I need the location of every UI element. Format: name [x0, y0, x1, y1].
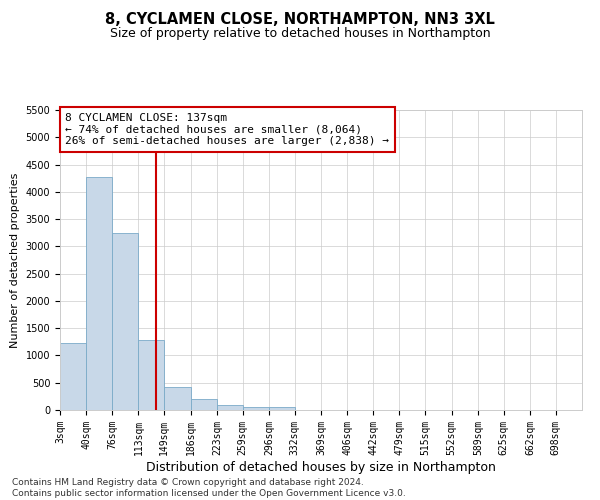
- Bar: [242, 406, 269, 410]
- Bar: [164, 386, 191, 410]
- Bar: [139, 340, 164, 410]
- Bar: [191, 399, 217, 410]
- Bar: [86, 176, 112, 410]
- Text: 8 CYCLAMEN CLOSE: 137sqm
← 74% of detached houses are smaller (8,064)
26% of sem: 8 CYCLAMEN CLOSE: 137sqm ← 74% of detach…: [65, 113, 389, 146]
- Bar: [60, 343, 86, 410]
- Text: Contains HM Land Registry data © Crown copyright and database right 2024.
Contai: Contains HM Land Registry data © Crown c…: [12, 478, 406, 498]
- Text: 8, CYCLAMEN CLOSE, NORTHAMPTON, NN3 3XL: 8, CYCLAMEN CLOSE, NORTHAMPTON, NN3 3XL: [105, 12, 495, 28]
- Bar: [269, 406, 295, 410]
- Bar: [217, 404, 242, 410]
- X-axis label: Distribution of detached houses by size in Northampton: Distribution of detached houses by size …: [146, 460, 496, 473]
- Text: Size of property relative to detached houses in Northampton: Size of property relative to detached ho…: [110, 28, 490, 40]
- Y-axis label: Number of detached properties: Number of detached properties: [10, 172, 20, 348]
- Bar: [112, 232, 139, 410]
